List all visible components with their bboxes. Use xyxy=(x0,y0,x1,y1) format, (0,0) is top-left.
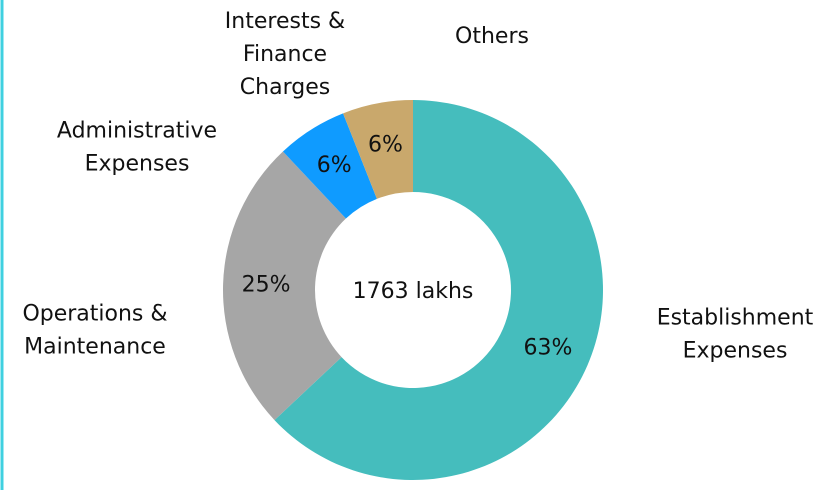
center-label: 1763 lakhs xyxy=(353,279,474,304)
category-label: Interests & Finance Charges xyxy=(225,9,345,100)
category-label: Establishment Expenses xyxy=(657,306,814,364)
category-label: Administrative Expenses xyxy=(57,119,217,177)
donut-slice xyxy=(343,100,413,199)
value-label: 63% xyxy=(523,335,572,360)
value-label: 6% xyxy=(317,153,352,178)
value-label: 6% xyxy=(368,133,403,158)
category-label: Operations & Maintenance xyxy=(22,302,167,360)
value-label: 25% xyxy=(242,272,291,297)
donut-slice xyxy=(274,100,603,480)
donut-slice xyxy=(282,113,377,219)
donut-slice xyxy=(222,151,346,421)
category-label: Others xyxy=(455,24,529,49)
